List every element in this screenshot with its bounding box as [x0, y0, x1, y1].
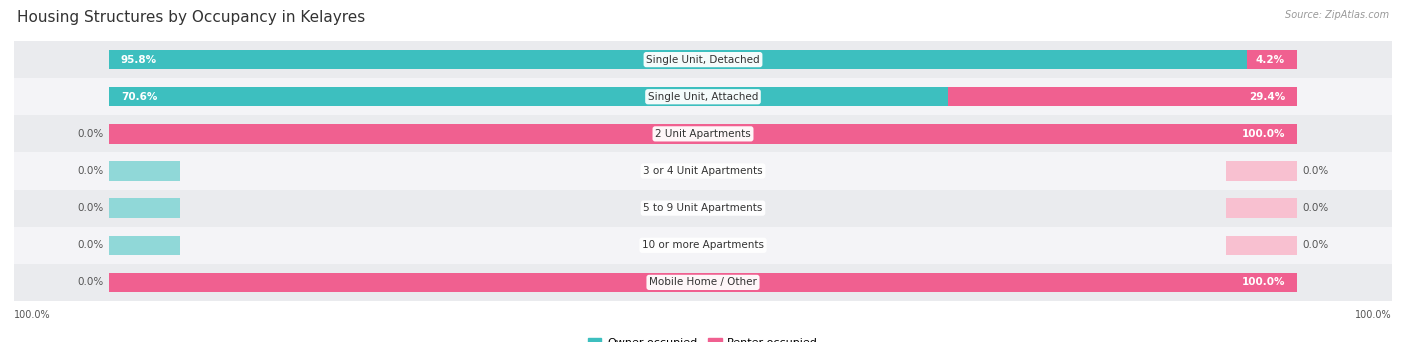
Text: Housing Structures by Occupancy in Kelayres: Housing Structures by Occupancy in Kelay… [17, 10, 366, 25]
Text: 0.0%: 0.0% [77, 240, 103, 250]
Text: 0.0%: 0.0% [77, 129, 103, 139]
Bar [14, 153, 1392, 189]
Text: 5 to 9 Unit Apartments: 5 to 9 Unit Apartments [644, 203, 762, 213]
Bar [1226, 161, 1296, 181]
Text: 0.0%: 0.0% [77, 277, 103, 287]
Text: Mobile Home / Other: Mobile Home / Other [650, 277, 756, 287]
Text: 29.4%: 29.4% [1249, 92, 1285, 102]
Text: 100.0%: 100.0% [1241, 129, 1285, 139]
Legend: Owner-occupied, Renter-occupied: Owner-occupied, Renter-occupied [583, 333, 823, 342]
Bar [110, 124, 180, 144]
Bar [110, 273, 1296, 292]
Text: 100.0%: 100.0% [14, 310, 51, 320]
Bar [14, 78, 1392, 115]
Text: 2 Unit Apartments: 2 Unit Apartments [655, 129, 751, 139]
Text: 100.0%: 100.0% [1355, 310, 1392, 320]
Bar [110, 161, 180, 181]
Bar [14, 41, 1392, 78]
Text: 0.0%: 0.0% [77, 203, 103, 213]
Text: 95.8%: 95.8% [121, 55, 157, 65]
Text: Single Unit, Attached: Single Unit, Attached [648, 92, 758, 102]
Bar [14, 264, 1392, 301]
Bar [14, 189, 1392, 227]
Text: 100.0%: 100.0% [1241, 277, 1285, 287]
Text: 70.6%: 70.6% [121, 92, 157, 102]
Bar [110, 236, 180, 255]
Bar [110, 50, 1247, 69]
Text: 4.2%: 4.2% [1256, 55, 1285, 65]
Bar [110, 124, 1296, 144]
Bar [110, 87, 948, 106]
Bar [110, 273, 180, 292]
Text: Source: ZipAtlas.com: Source: ZipAtlas.com [1285, 10, 1389, 20]
Bar [948, 87, 1296, 106]
Text: Single Unit, Detached: Single Unit, Detached [647, 55, 759, 65]
Bar [14, 227, 1392, 264]
Text: 0.0%: 0.0% [1303, 166, 1329, 176]
Text: 0.0%: 0.0% [77, 166, 103, 176]
Bar [1226, 198, 1296, 218]
Bar [14, 115, 1392, 153]
Text: 3 or 4 Unit Apartments: 3 or 4 Unit Apartments [643, 166, 763, 176]
Bar [1247, 50, 1296, 69]
Text: 0.0%: 0.0% [1303, 240, 1329, 250]
Text: 0.0%: 0.0% [1303, 203, 1329, 213]
Bar [110, 198, 180, 218]
Bar [1226, 236, 1296, 255]
Text: 10 or more Apartments: 10 or more Apartments [643, 240, 763, 250]
